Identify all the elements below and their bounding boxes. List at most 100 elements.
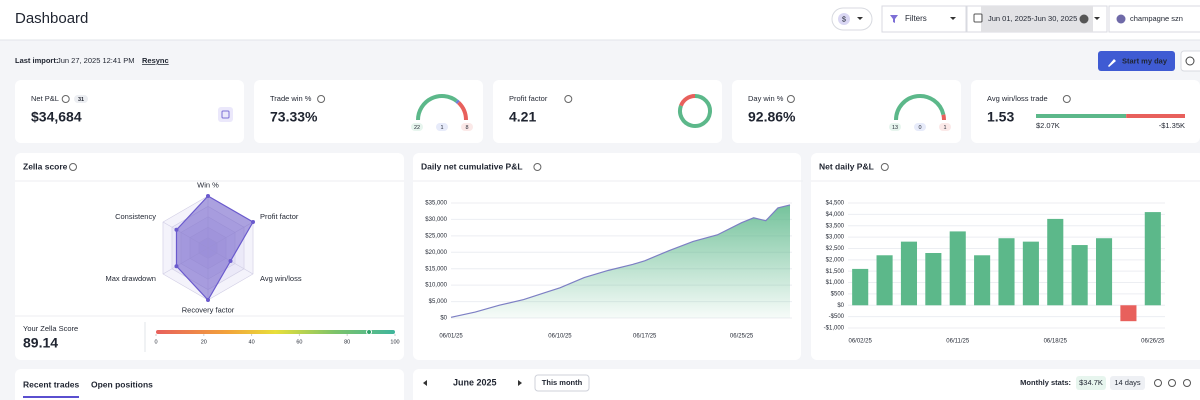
prev-month[interactable]	[423, 380, 427, 386]
gauge-count: 0	[918, 125, 921, 131]
gauge-count: 22	[414, 125, 420, 131]
y-tick-label: $1,000	[826, 280, 845, 286]
pnl-icon	[218, 107, 233, 122]
bar	[998, 238, 1015, 306]
gauge-count-pill	[889, 123, 901, 131]
y-tick-label: -$500	[829, 314, 845, 320]
scale-tick-label: 80	[344, 339, 350, 345]
bar	[949, 231, 966, 306]
this-month-button[interactable]	[534, 374, 590, 392]
stat-value: $34,684	[31, 109, 82, 125]
stat-label: Day win %	[748, 94, 784, 103]
avg-loss-bar	[1126, 114, 1185, 118]
panel-title: Zella score	[23, 161, 68, 171]
avg-win-bar	[1036, 114, 1127, 118]
stat-value: 73.33%	[270, 109, 318, 125]
radar-point	[174, 264, 179, 269]
score-label: Your Zella Score	[23, 324, 78, 333]
toolbar-icon[interactable]	[1154, 379, 1162, 387]
x-tick-label: 06/25/25	[730, 334, 754, 340]
gauge-arc	[455, 99, 460, 105]
gauge-count-pill	[939, 123, 951, 131]
account-avatar	[1116, 14, 1126, 24]
bar	[900, 241, 918, 306]
clear-date[interactable]	[1079, 14, 1089, 24]
gauge-count-pill	[411, 123, 423, 131]
this-month-label: This month	[542, 378, 583, 387]
last-import-time: Jun 27, 2025 12:41 PM	[57, 56, 135, 65]
bar	[1095, 238, 1113, 306]
scale-tick-label: 0	[154, 339, 157, 345]
rocket-icon	[1108, 59, 1116, 67]
radar-axis-label: Recovery factor	[182, 305, 235, 314]
avg-win-label: $2.07K	[1036, 121, 1060, 130]
y-tick-label: $3,000	[826, 235, 845, 241]
gauge-arc	[894, 94, 946, 121]
scale-tick-label: 40	[249, 339, 255, 345]
y-tick-label: $15,000	[425, 266, 447, 272]
bar	[1047, 218, 1064, 306]
stats-days-pill	[1110, 376, 1145, 390]
stat-card	[254, 80, 483, 143]
next-month[interactable]	[518, 380, 522, 386]
x-tick-label: 06/11/25	[946, 339, 970, 345]
stat-label: Net P&L	[31, 94, 59, 103]
bar	[852, 268, 869, 306]
page-title: Dashboard	[15, 10, 88, 27]
start-day-button[interactable]	[1098, 51, 1175, 71]
radar-axis-label: Max drawdown	[106, 274, 156, 283]
y-tick-label: -$1,000	[824, 326, 845, 332]
settings-button[interactable]	[1180, 50, 1200, 72]
month-label: June 2025	[453, 377, 497, 387]
x-tick-label: 06/02/25	[849, 339, 873, 345]
info-icon	[564, 95, 573, 103]
radar-point	[174, 227, 179, 232]
trade-count-badge	[74, 95, 88, 103]
trade-count: 31	[78, 97, 84, 103]
area-line	[450, 204, 791, 318]
monthly-days: 14 days	[1114, 378, 1141, 387]
stat-value: 92.86%	[748, 109, 796, 125]
calendar-panel	[413, 369, 1200, 400]
dropdown-arrow	[950, 17, 956, 20]
y-tick-label: $2,000	[826, 257, 845, 263]
info-icon	[880, 163, 889, 171]
x-tick-label: 06/10/25	[548, 334, 572, 340]
score-value: 89.14	[23, 335, 58, 351]
trades-panel	[15, 369, 404, 400]
last-import-label: Last import:	[15, 56, 58, 65]
toolbar-icon[interactable]	[1183, 379, 1191, 387]
account-name: champagne szn	[1130, 14, 1183, 23]
y-tick-label: $5,000	[429, 299, 448, 305]
radar-point	[228, 259, 233, 263]
gauge-count-pill	[914, 123, 926, 131]
tab: Open positions	[91, 379, 153, 389]
toolbar-icon[interactable]	[1168, 379, 1176, 387]
stat-label: Trade win %	[270, 94, 312, 103]
bar	[974, 255, 991, 306]
stat-card	[493, 80, 722, 143]
y-tick-label: $2,500	[826, 246, 845, 252]
start-day-label: Start my day	[1122, 56, 1168, 65]
gauge-arc	[416, 94, 458, 121]
dropdown-arrow	[1094, 17, 1100, 20]
info-icon	[786, 95, 795, 103]
y-tick-label: $1,500	[826, 269, 845, 275]
y-tick-label: $500	[831, 291, 845, 297]
radar-axis-label: Avg win/loss	[260, 274, 302, 283]
bar	[925, 253, 942, 306]
radar-axis-label: Win %	[197, 181, 219, 190]
info-icon	[317, 95, 326, 103]
gauge-arc	[941, 114, 946, 121]
dropdown-arrow	[857, 17, 863, 20]
radar-axis-label: Profit factor	[260, 212, 299, 221]
bar	[1144, 212, 1161, 306]
y-tick-label: $30,000	[425, 217, 447, 223]
info-icon	[533, 163, 542, 171]
score-marker	[366, 329, 373, 335]
panel-title: Net daily P&L	[819, 161, 874, 171]
x-tick-label: 06/26/25	[1141, 339, 1165, 345]
y-tick-label: $3,500	[826, 223, 845, 229]
